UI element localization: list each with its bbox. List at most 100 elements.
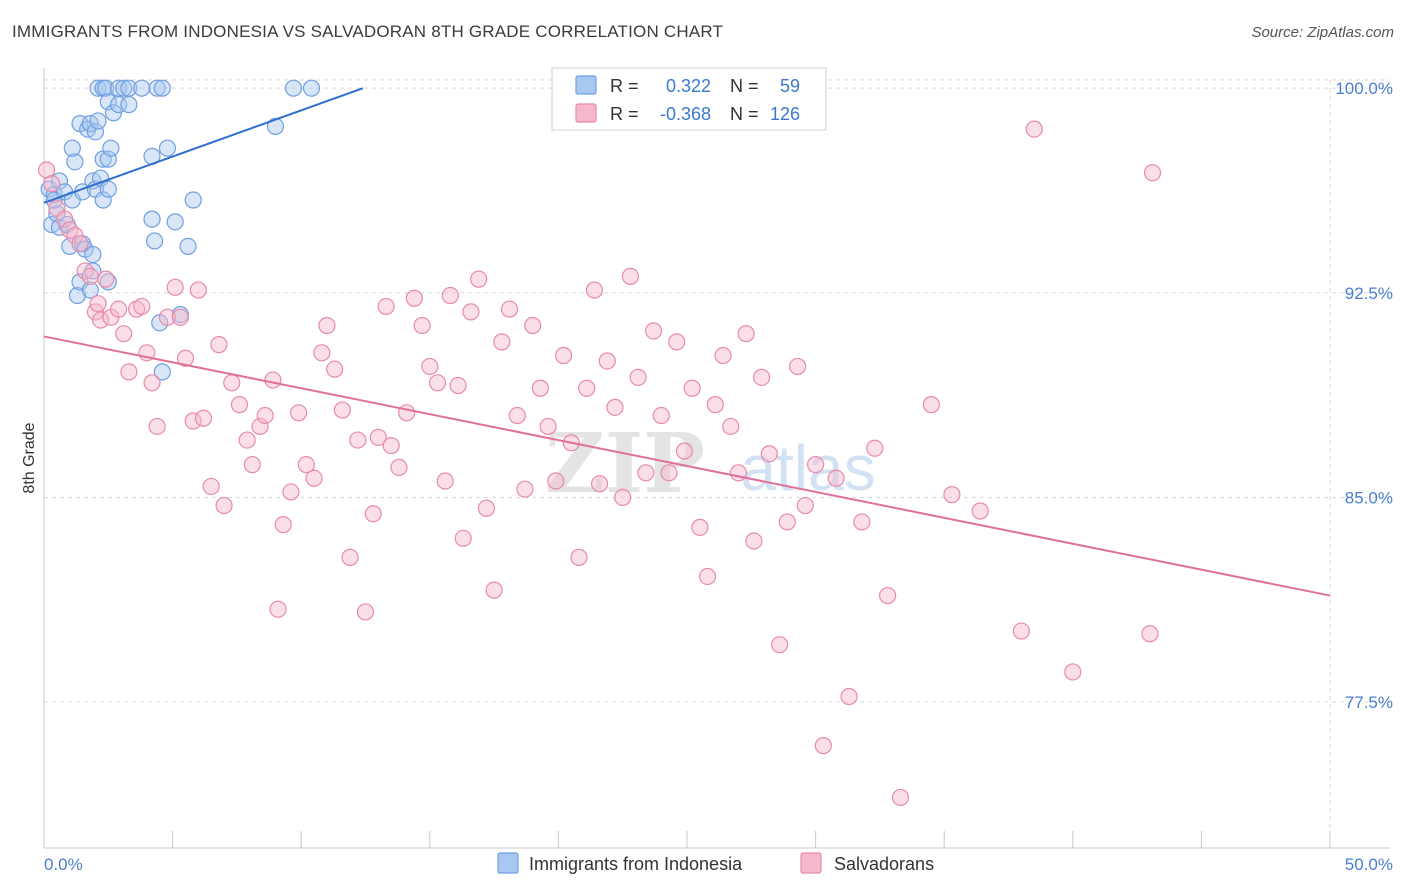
- chart-title: IMMIGRANTS FROM INDONESIA VS SALVADORAN …: [12, 22, 724, 41]
- point-indonesia: [184, 191, 202, 209]
- point-salvadoran: [531, 379, 549, 397]
- point-salvadoran: [516, 480, 534, 498]
- stats-legend-box: [551, 67, 827, 131]
- point-indonesia: [166, 213, 184, 231]
- series-legend: Immigrants from Indonesia Salvadorans: [497, 852, 934, 874]
- point-salvadoran: [462, 303, 480, 321]
- point-salvadoran: [629, 368, 647, 386]
- stats-r-label-blue: R =: [610, 76, 639, 96]
- stats-n-label-pink: N =: [730, 104, 759, 124]
- point-salvadoran: [382, 436, 400, 455]
- point-salvadoran: [305, 469, 323, 487]
- point-indonesia: [68, 286, 87, 305]
- point-salvadoran: [148, 417, 166, 436]
- point-indonesia: [179, 237, 197, 256]
- point-salvadoran: [1143, 164, 1162, 182]
- point-salvadoran: [737, 325, 755, 343]
- point-indonesia: [81, 281, 99, 299]
- point-salvadoran: [318, 316, 336, 335]
- point-salvadoran: [356, 603, 375, 621]
- x-tick-label: 0.0%: [44, 855, 83, 874]
- point-salvadoran: [840, 687, 858, 706]
- point-salvadoran: [282, 483, 300, 501]
- point-salvadoran: [827, 469, 845, 487]
- point-salvadoran: [223, 374, 241, 392]
- point-salvadoran: [554, 346, 573, 365]
- point-salvadoran: [922, 396, 940, 414]
- point-salvadoran: [485, 581, 503, 599]
- point-indonesia: [302, 79, 321, 97]
- point-salvadoran: [770, 636, 789, 654]
- point-salvadoran: [814, 737, 832, 755]
- point-salvadoran: [143, 374, 161, 392]
- point-salvadoran: [89, 295, 107, 313]
- point-salvadoran: [614, 488, 632, 506]
- point-salvadoran: [585, 281, 604, 299]
- point-salvadoran: [449, 376, 467, 395]
- point-salvadoran: [644, 322, 663, 340]
- point-salvadoran: [413, 316, 431, 335]
- point-salvadoran: [120, 363, 138, 381]
- point-salvadoran: [428, 374, 447, 392]
- point-salvadoran: [606, 398, 624, 416]
- point-salvadoran: [524, 316, 542, 335]
- point-salvadoran: [1064, 663, 1082, 681]
- point-salvadoran: [66, 226, 84, 245]
- point-salvadoran: [176, 349, 195, 367]
- point-salvadoran: [547, 472, 565, 490]
- point-indonesia: [63, 139, 81, 157]
- point-salvadoran: [745, 532, 763, 550]
- point-salvadoran: [500, 300, 519, 318]
- point-salvadoran: [470, 270, 488, 288]
- y-tick-label: 77.5%: [1345, 693, 1393, 712]
- point-salvadoran: [251, 417, 269, 436]
- point-salvadoran: [788, 357, 807, 376]
- point-salvadoran: [171, 308, 189, 326]
- point-indonesia: [94, 191, 112, 209]
- source-label: Source: ZipAtlas.com: [1251, 24, 1394, 41]
- point-salvadoran: [891, 788, 910, 807]
- point-salvadoran: [202, 477, 220, 496]
- point-salvadoran: [290, 404, 308, 422]
- point-indonesia: [99, 273, 117, 291]
- point-salvadoran: [508, 406, 526, 425]
- point-indonesia: [120, 79, 138, 97]
- y-axis-title: 8th Grade: [21, 422, 38, 493]
- gridlines: [44, 79, 1390, 848]
- point-indonesia: [84, 245, 102, 264]
- point-indonesia: [143, 210, 161, 228]
- point-salvadoran: [421, 357, 439, 376]
- point-indonesia: [266, 117, 285, 135]
- point-salvadoran: [477, 499, 495, 517]
- point-salvadoran: [691, 518, 709, 536]
- point-salvadoran: [405, 289, 423, 307]
- point-salvadoran: [971, 502, 989, 520]
- point-salvadoran: [194, 409, 213, 427]
- point-indonesia: [145, 232, 164, 250]
- point-salvadoran: [539, 417, 557, 436]
- point-salvadoran: [297, 456, 315, 474]
- point-indonesia: [97, 79, 115, 97]
- point-salvadoran: [274, 516, 292, 534]
- point-indonesia: [120, 95, 138, 114]
- point-indonesia: [153, 363, 171, 381]
- point-salvadoran: [326, 360, 344, 378]
- point-indonesia: [148, 79, 166, 97]
- point-salvadoran: [91, 311, 110, 329]
- point-salvadoran: [943, 486, 961, 504]
- stats-legend-swatch-pink: [575, 103, 597, 123]
- point-salvadoran: [133, 297, 151, 316]
- point-salvadoran: [230, 396, 249, 414]
- point-salvadoran: [109, 300, 128, 318]
- trend-line-salvadorans: [43, 335, 1331, 597]
- stats-r-label-pink: R =: [610, 104, 639, 124]
- point-salvadoran: [398, 404, 416, 422]
- y-tick-label: 92.5%: [1345, 284, 1393, 303]
- point-salvadoran: [341, 548, 359, 566]
- point-salvadoran: [714, 346, 732, 365]
- legend-label-salvadorans: Salvadorans: [834, 854, 934, 874]
- point-salvadoran: [215, 496, 233, 515]
- stats-legend-swatch-blue: [575, 75, 597, 95]
- point-salvadoran: [81, 267, 99, 286]
